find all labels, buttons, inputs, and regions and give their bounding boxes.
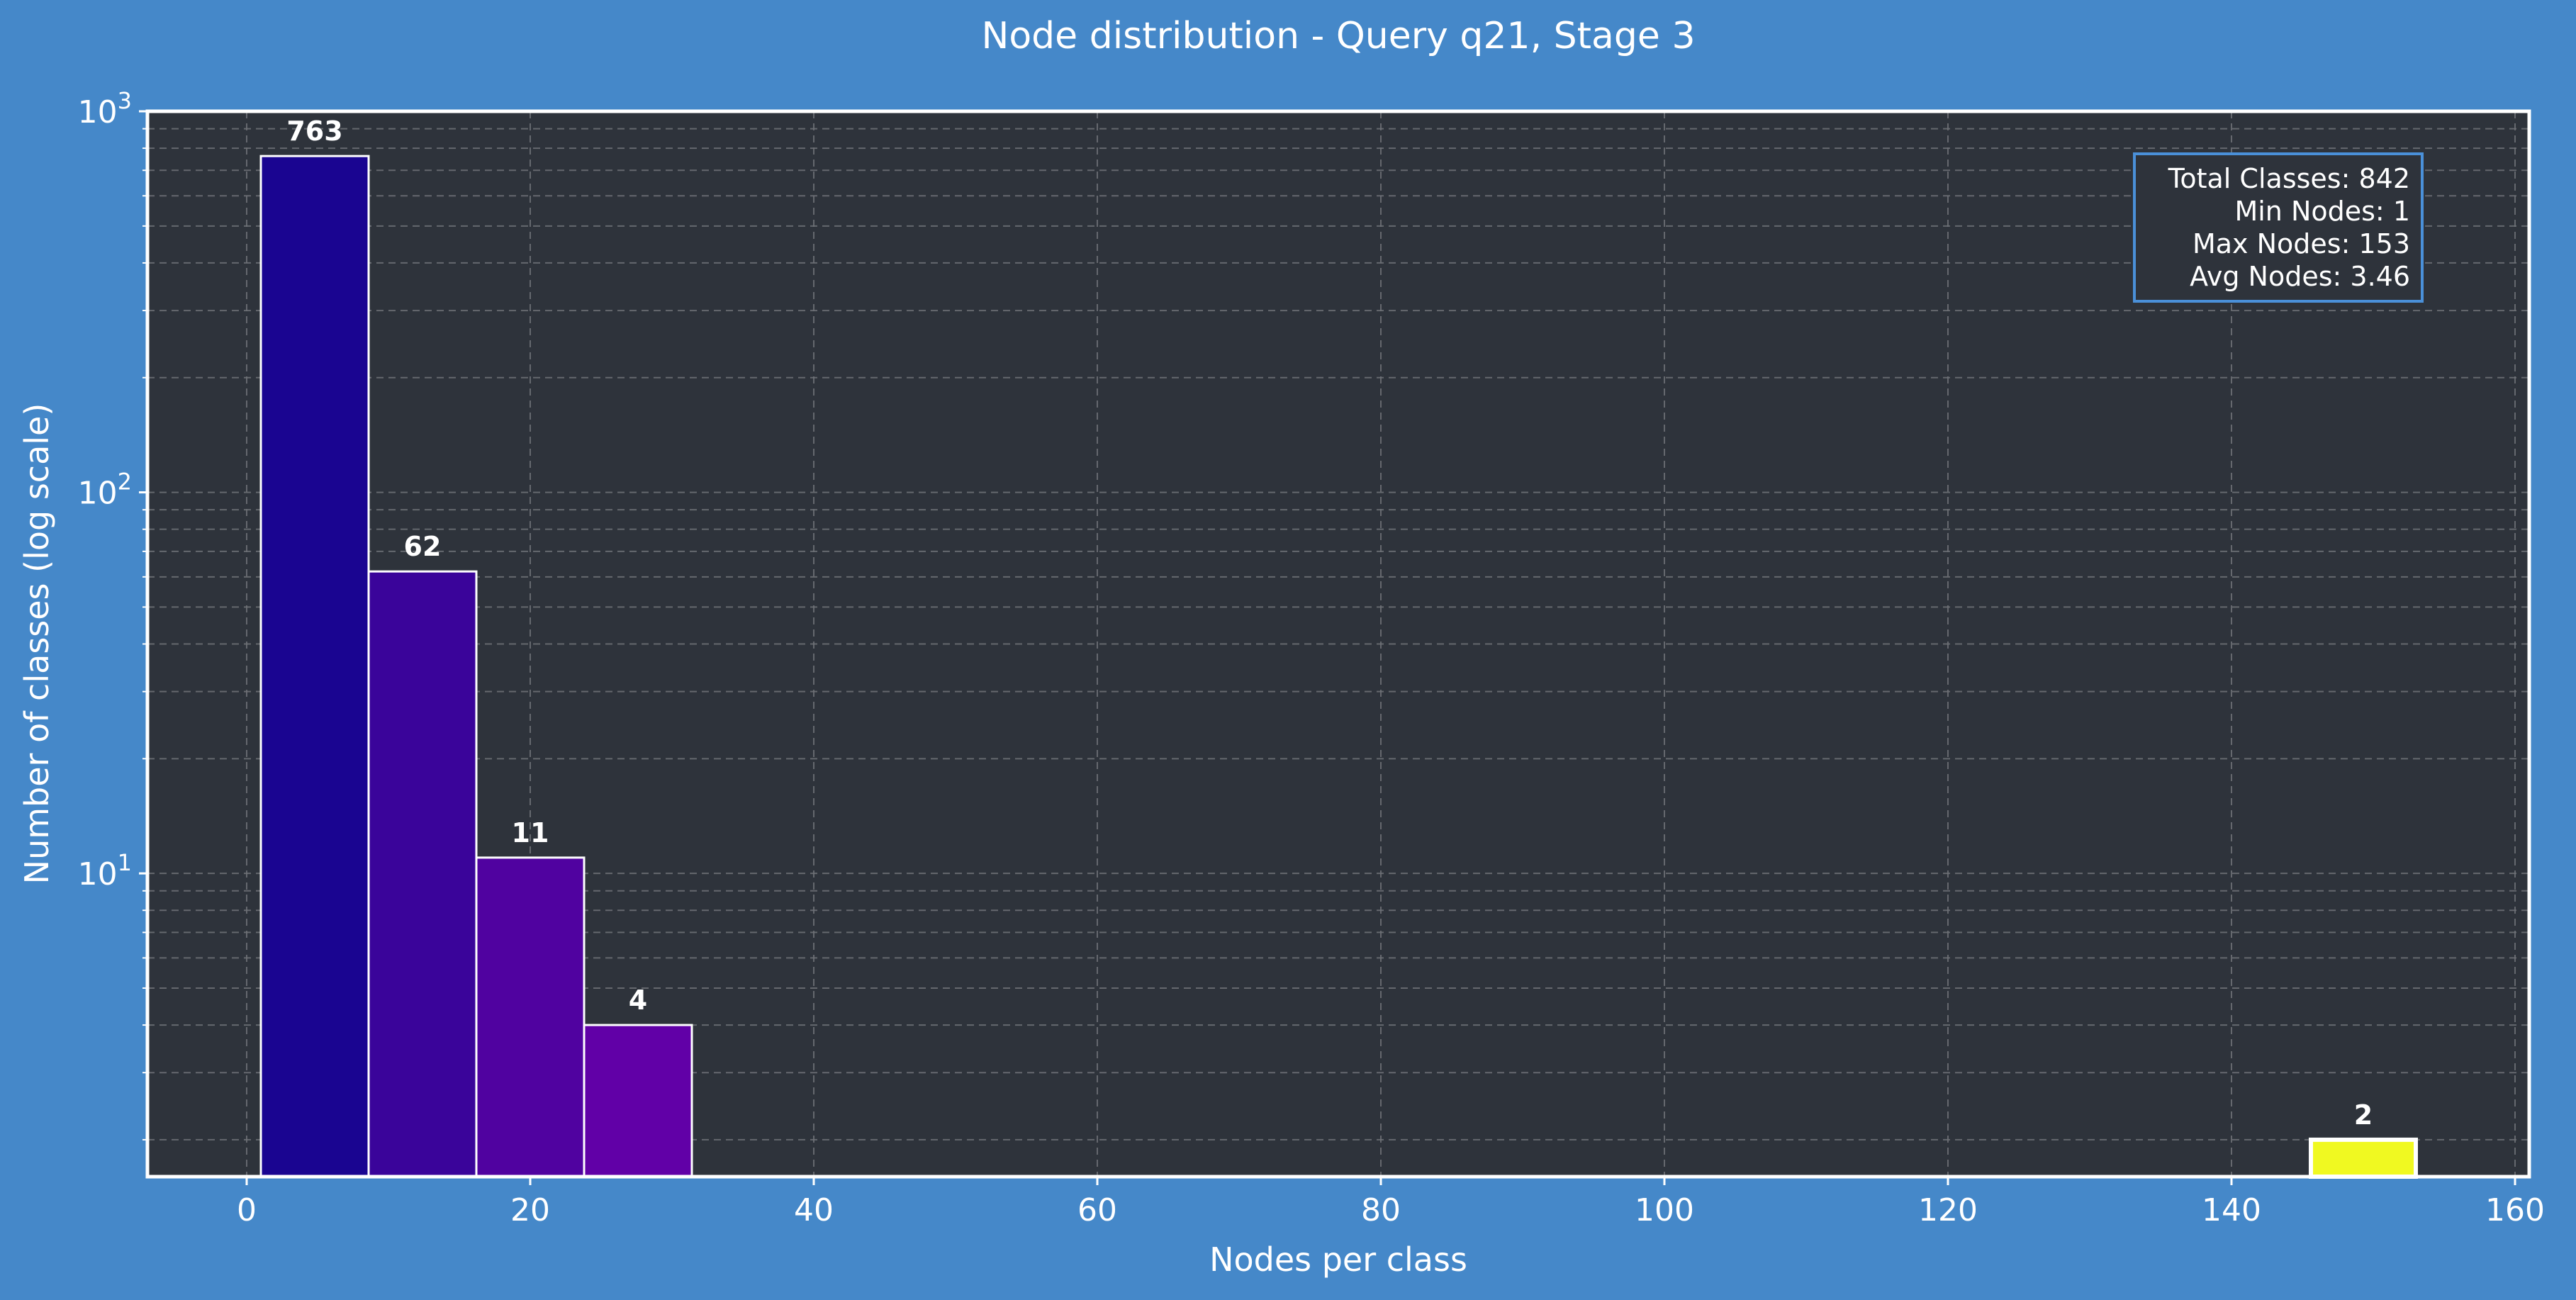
- histogram-bar: [259, 155, 370, 1178]
- y-tick-label: 101: [78, 849, 132, 892]
- stats-avg-nodes: Avg Nodes: 3.46: [2190, 261, 2410, 292]
- y-tick-exponent: 1: [118, 849, 132, 876]
- y-tick-base: 10: [78, 476, 118, 512]
- x-tick-label: 160: [2485, 1192, 2545, 1228]
- x-tick-label: 20: [510, 1192, 550, 1228]
- stats-total-classes: Total Classes: 842: [2168, 163, 2410, 194]
- bar-value-label: 763: [286, 116, 342, 147]
- x-tick-label: 80: [1361, 1192, 1401, 1228]
- y-tick-exponent: 3: [118, 87, 132, 114]
- x-axis-label: Nodes per class: [1209, 1240, 1467, 1279]
- x-tick-label: 60: [1077, 1192, 1117, 1228]
- stats-min-nodes: Min Nodes: 1: [2234, 196, 2410, 227]
- stats-max-nodes: Max Nodes: 153: [2193, 228, 2410, 259]
- bar-value-label: 11: [512, 817, 549, 848]
- y-tick-exponent: 2: [118, 469, 132, 495]
- y-axis-label: Number of classes (log scale): [18, 403, 56, 885]
- x-tick-label: 40: [794, 1192, 834, 1228]
- histogram-bar: [2309, 1137, 2418, 1179]
- bar-value-label: 62: [404, 531, 442, 562]
- y-tick-label: 102: [78, 469, 132, 512]
- stats-box: Total Classes: 842 Min Nodes: 1 Max Node…: [2133, 152, 2424, 303]
- histogram-bar: [367, 570, 478, 1178]
- x-tick-label: 0: [237, 1192, 257, 1228]
- bar-value-label: 4: [629, 985, 647, 1016]
- x-tick-label: 140: [2202, 1192, 2261, 1228]
- bar-value-labels: 763 62 11 4 2: [286, 116, 2373, 1131]
- bars: [259, 155, 2418, 1179]
- histogram-bar: [583, 1024, 693, 1178]
- x-tick-label: 120: [1918, 1192, 1978, 1228]
- x-axis-ticks: 0 20 40 60 80 100 120 140 160: [237, 1177, 2545, 1228]
- y-tick-base: 10: [78, 94, 118, 130]
- y-tick-base: 10: [78, 856, 118, 892]
- y-tick-label: 103: [78, 87, 132, 130]
- bar-value-label: 2: [2354, 1099, 2373, 1131]
- histogram-bar: [475, 856, 586, 1178]
- chart-title: Node distribution - Query q21, Stage 3: [981, 15, 1695, 57]
- grid-lines: [147, 111, 2529, 1177]
- x-tick-label: 100: [1635, 1192, 1694, 1228]
- stats-box-frame: [2133, 152, 2424, 303]
